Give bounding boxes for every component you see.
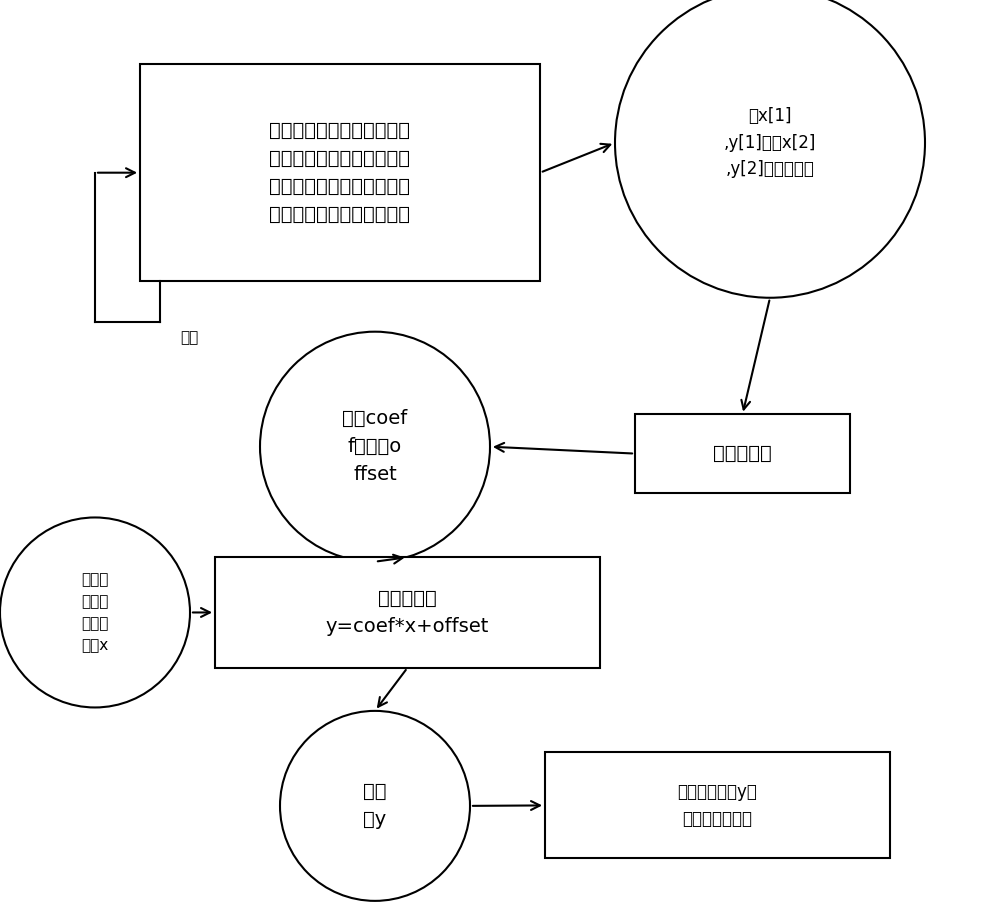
FancyBboxPatch shape — [545, 752, 890, 858]
Text: （x[1]
,y[1]）（x[2]
,y[2]）等特征值: （x[1] ,y[1]）（x[2] ,y[2]）等特征值 — [724, 108, 816, 178]
FancyBboxPatch shape — [140, 64, 540, 281]
Text: 计算校正值
y=coef*x+offset: 计算校正值 y=coef*x+offset — [326, 589, 489, 636]
Ellipse shape — [0, 518, 190, 707]
Text: 校正
值y: 校正 值y — [363, 782, 387, 830]
FancyBboxPatch shape — [635, 414, 850, 493]
Text: 多次: 多次 — [180, 330, 198, 344]
Ellipse shape — [260, 332, 490, 562]
Ellipse shape — [615, 0, 925, 297]
Text: 一次校
正后的
道岔电
流值x: 一次校 正后的 道岔电 流值x — [81, 572, 109, 653]
FancyBboxPatch shape — [215, 557, 600, 668]
Text: 动作一组道岔，记录在站场
界面上显示的电流值。同时
，在室外用万用表测量得到
室外测量值。作为一组数据: 动作一组道岔，记录在站场 界面上显示的电流值。同时 ，在室外用万用表测量得到 室… — [270, 122, 411, 224]
Text: 系数coef
f和偏差o
ffset: 系数coef f和偏差o ffset — [342, 409, 408, 484]
Text: 将校正后的值y输
出到站场界面上: 将校正后的值y输 出到站场界面上 — [678, 783, 757, 828]
Ellipse shape — [280, 711, 470, 901]
Text: 最小二乘法: 最小二乘法 — [713, 444, 772, 463]
